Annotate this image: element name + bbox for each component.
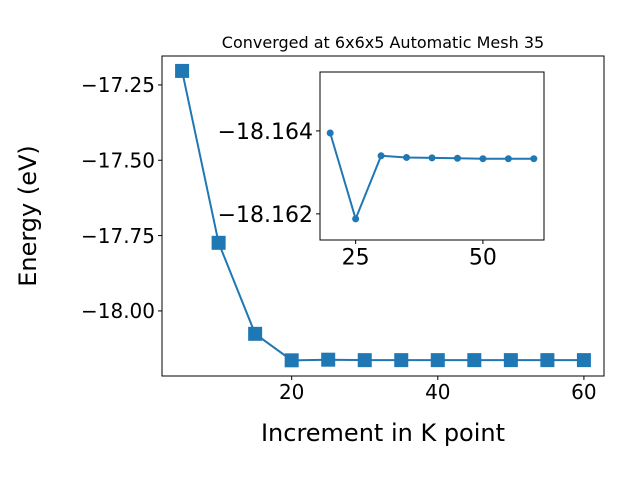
marker	[394, 353, 409, 368]
marker	[428, 154, 436, 162]
marker	[321, 352, 336, 367]
marker	[248, 326, 263, 341]
x-axis-label: Increment in K point	[261, 419, 505, 447]
y-tick-label: −18.164	[218, 120, 313, 145]
marker	[175, 63, 190, 78]
y-tick-label: −17.25	[81, 73, 155, 97]
y-axis-label: Energy (eV)	[14, 145, 42, 287]
marker	[503, 353, 518, 368]
marker	[530, 155, 538, 163]
marker	[479, 155, 487, 163]
x-tick-label: 50	[469, 246, 497, 271]
marker	[357, 353, 372, 368]
x-tick-label: 20	[279, 380, 304, 404]
y-tick-label: −18.00	[81, 299, 155, 323]
y-tick-label: −17.50	[81, 148, 155, 172]
marker	[211, 235, 226, 250]
x-tick-label: 25	[342, 246, 370, 271]
marker	[430, 353, 445, 368]
y-tick-label: −17.75	[81, 224, 155, 248]
marker	[284, 353, 299, 368]
marker	[326, 129, 334, 137]
x-tick-label: 40	[425, 380, 450, 404]
marker	[352, 215, 360, 223]
y-tick-label: −18.162	[218, 203, 313, 228]
chart-title: Converged at 6x6x5 Automatic Mesh 35	[222, 33, 544, 52]
marker	[453, 154, 461, 162]
marker	[403, 153, 411, 161]
x-tick-label: 60	[571, 380, 596, 404]
marker	[576, 353, 591, 368]
marker	[377, 152, 385, 160]
marker	[504, 155, 512, 163]
marker	[467, 353, 482, 368]
marker	[540, 353, 555, 368]
